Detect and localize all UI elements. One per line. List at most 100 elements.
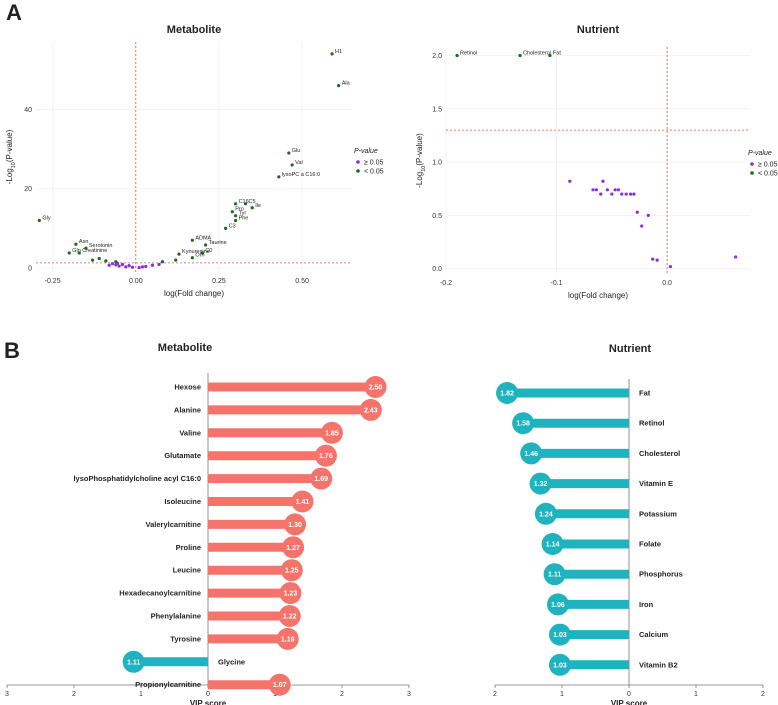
legend-label: < 0.05	[364, 169, 384, 176]
lollipop-head	[276, 627, 299, 650]
x-tick-label: 2	[493, 691, 497, 698]
lollipop-head	[268, 673, 291, 696]
x-tick-label: 0.25	[212, 278, 226, 285]
category-label: Valerylcarnitine	[146, 520, 201, 529]
point-nonsignificant	[613, 188, 617, 192]
point-nonsignificant	[651, 257, 655, 261]
point-nonsignificant	[150, 263, 155, 267]
category-label: Phosphorus	[639, 570, 683, 579]
point-label: Ile	[255, 203, 261, 209]
point-label: Glu	[292, 148, 301, 154]
point-label: Val	[295, 160, 303, 166]
category-label: Hexadecanoylcarnitine	[119, 589, 201, 598]
value-label: 1.22	[283, 614, 297, 621]
lollipop-head	[122, 650, 145, 673]
lollipop-head	[282, 536, 305, 559]
category-label: Proline	[176, 543, 201, 552]
category-label: Fat	[639, 389, 651, 398]
point-label: Serotonin	[89, 243, 113, 249]
point-nonsignificant	[629, 192, 633, 196]
x-tick-label: 2	[72, 691, 76, 698]
point-nonsignificant	[635, 210, 639, 214]
lollipop-head	[520, 442, 543, 465]
category-label: Glutamate	[164, 451, 201, 460]
y-tick-label: 1.5	[432, 106, 442, 113]
lollipop-head	[512, 412, 535, 435]
point-label: Tyr	[239, 211, 247, 217]
value-label: 1.32	[534, 481, 548, 488]
point-significant	[277, 175, 281, 179]
category-label: Potassium	[639, 509, 677, 518]
value-label: 1.76	[319, 453, 333, 460]
legend-marker	[356, 160, 360, 164]
vip-metabolite: Metabolite3210123VIP score2.50Hexose2.43…	[5, 342, 411, 705]
y-tick-label: 2.0	[432, 53, 442, 60]
point-significant	[250, 206, 254, 210]
point-significant	[287, 151, 291, 155]
value-label: 1.06	[551, 602, 565, 609]
point-significant	[233, 202, 238, 206]
value-label: 1.14	[546, 542, 560, 549]
point-significant	[224, 226, 228, 230]
value-label: 1.24	[539, 511, 553, 518]
point-label: Pro	[235, 207, 244, 213]
point-nonsignificant	[640, 224, 644, 228]
point-label: C0	[205, 248, 212, 254]
category-label: Cholesterol	[639, 449, 680, 458]
point-nonsignificant	[734, 255, 738, 259]
volcano-metabolite: Metabolite 0 20 40 -0.25 0.00 0.25 0.50 H1 Ala Glu…	[5, 24, 384, 298]
point-significant	[455, 53, 459, 58]
point-significant	[90, 258, 95, 262]
y-tick-label: 1.0	[432, 160, 442, 167]
value-label: 1.11	[548, 572, 561, 579]
value-label: 1.69	[314, 476, 328, 483]
point-significant	[77, 251, 81, 255]
value-label: 1.19	[281, 636, 295, 643]
point-nonsignificant	[624, 192, 628, 196]
category-label: Folate	[639, 540, 661, 549]
category-label: Vitamin E	[639, 479, 673, 488]
point-nonsignificant	[620, 192, 624, 196]
point-nonsignificant	[655, 258, 659, 262]
value-label: 1.07	[273, 682, 287, 689]
point-nonsignificant	[594, 188, 598, 192]
category-label: Tyrosine	[170, 634, 201, 643]
point-significant	[518, 53, 522, 58]
lollipop-head	[543, 563, 566, 586]
point-significant	[190, 238, 194, 242]
value-label: 1.11	[127, 659, 140, 666]
value-label: 1.85	[325, 430, 339, 437]
category-label: Glycine	[218, 657, 245, 666]
point-significant	[337, 84, 341, 88]
point-label: Kynurenine	[182, 249, 210, 255]
lollipop-head	[284, 513, 307, 536]
point-label: Gly	[42, 215, 51, 221]
panel-label-b: B	[4, 338, 20, 363]
point-significant	[204, 243, 208, 247]
lollipop-head	[546, 593, 569, 616]
category-label: Calcium	[639, 630, 669, 639]
point-label: Asn	[79, 239, 88, 245]
lollipop-head	[541, 533, 564, 555]
value-label: 1.82	[500, 391, 514, 398]
value-label: 2.43	[364, 407, 378, 414]
point-significant	[67, 251, 71, 255]
point-significant	[243, 202, 248, 206]
value-label: 1.27	[286, 545, 300, 552]
legend-label: < 0.05	[758, 171, 778, 178]
legend-title: P-value	[748, 150, 772, 157]
category-label: Valine	[179, 428, 201, 437]
x-tick-label: 0.0	[662, 280, 672, 287]
category-label: Leucine	[173, 566, 201, 575]
lollipop-head	[548, 623, 571, 646]
point-nonsignificant	[130, 265, 135, 269]
point-nonsignificant	[632, 192, 636, 196]
lollipop-head	[529, 472, 552, 495]
lollipop-head	[534, 502, 557, 525]
point-nonsignificant	[601, 179, 605, 183]
point-label: Fat	[553, 51, 561, 57]
x-tick-label: 0.50	[295, 278, 309, 285]
point-significant	[74, 242, 78, 246]
legend-label: ≥ 0.05	[758, 162, 778, 169]
y-tick-label: 20	[24, 186, 32, 193]
